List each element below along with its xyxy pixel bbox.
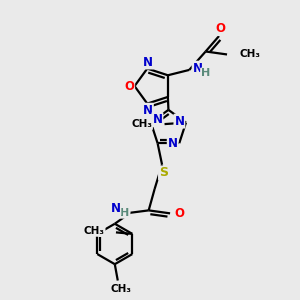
Text: N: N <box>168 137 178 150</box>
Text: CH₃: CH₃ <box>239 50 260 59</box>
Text: N: N <box>174 115 184 128</box>
Text: O: O <box>124 80 134 93</box>
Text: N: N <box>143 56 153 68</box>
Text: N: N <box>152 113 162 126</box>
Text: O: O <box>175 207 184 220</box>
Text: S: S <box>159 167 168 179</box>
Text: CH₃: CH₃ <box>131 119 152 129</box>
Text: CH₃: CH₃ <box>84 226 105 236</box>
Text: H: H <box>201 68 210 79</box>
Text: N: N <box>193 61 202 75</box>
Text: CH₃: CH₃ <box>111 284 132 294</box>
Text: H: H <box>120 208 130 218</box>
Text: N: N <box>110 202 120 215</box>
Text: N: N <box>143 104 153 117</box>
Text: O: O <box>215 22 226 35</box>
